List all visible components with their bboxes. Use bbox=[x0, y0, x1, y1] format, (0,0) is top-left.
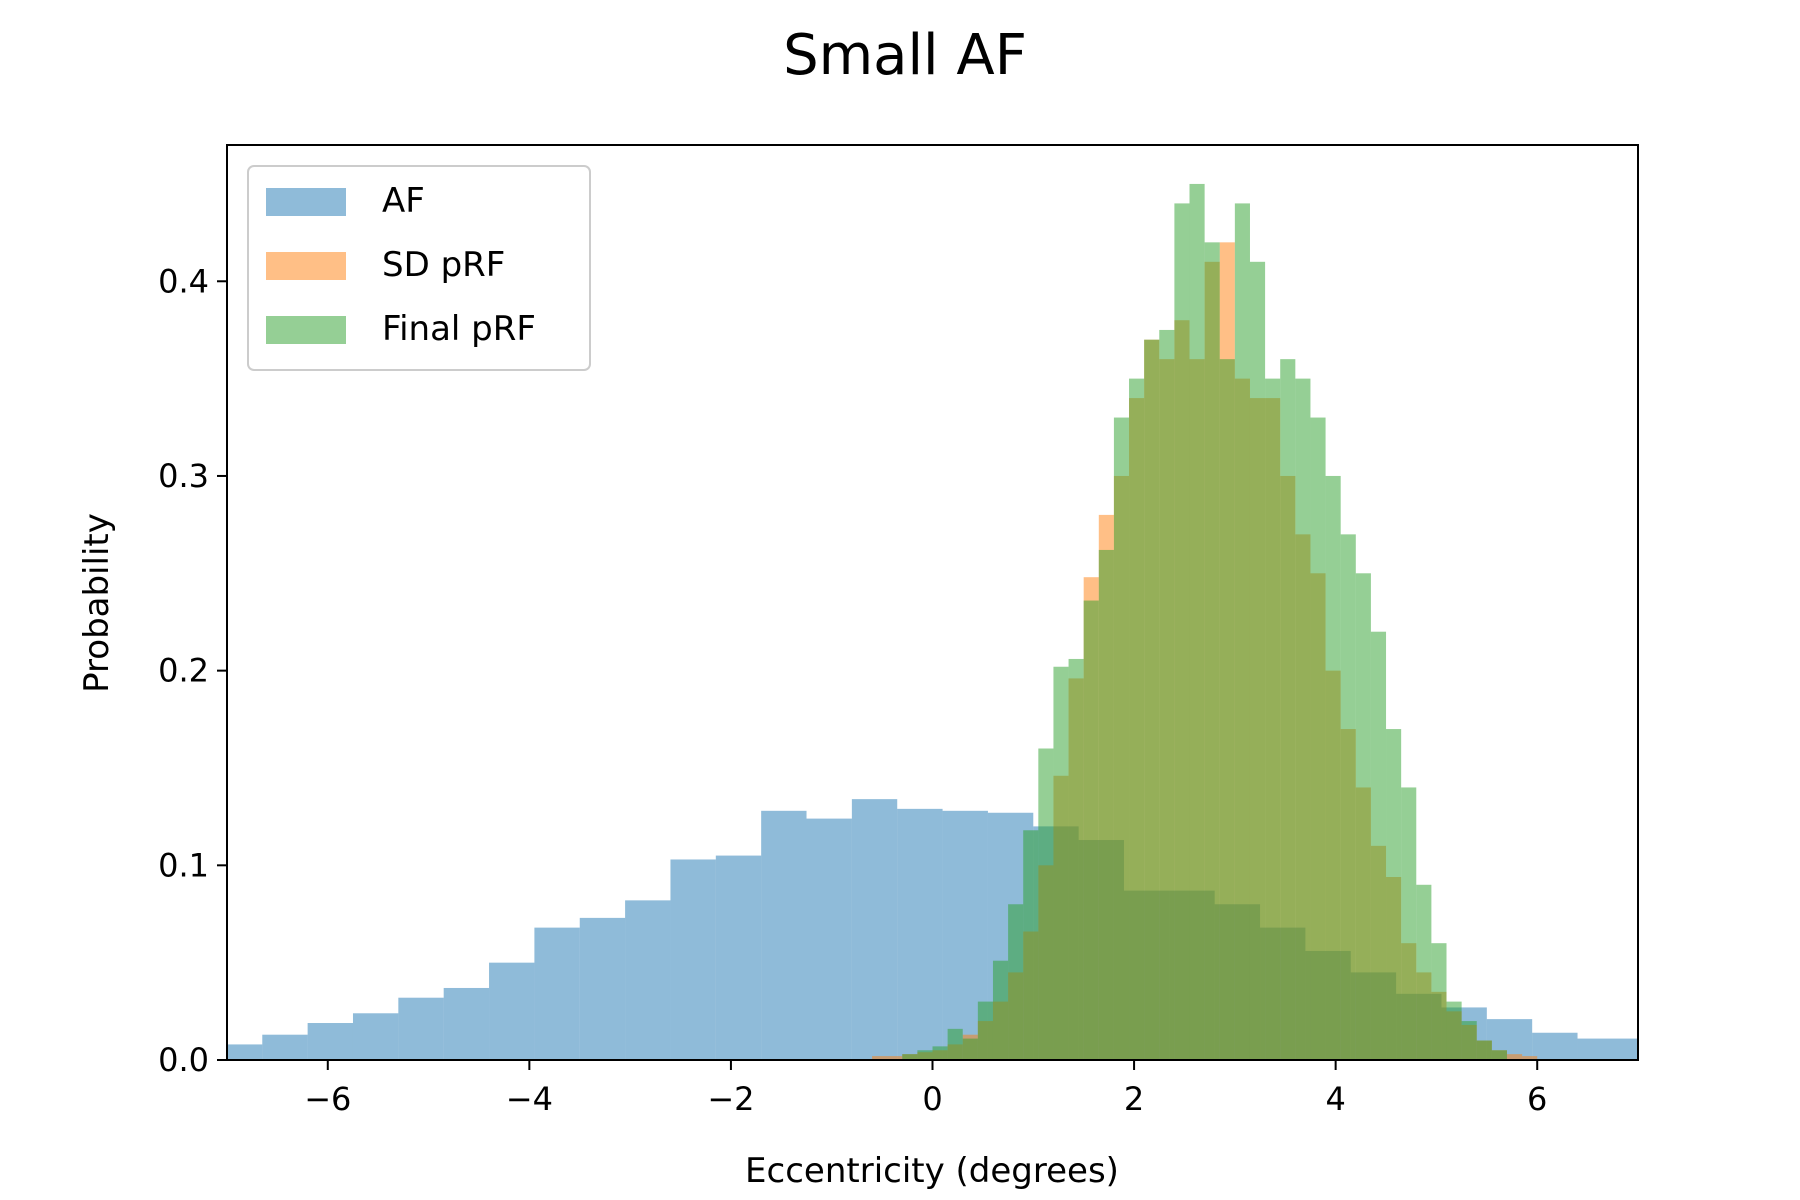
histogram-bar bbox=[489, 962, 535, 1060]
histogram-bar bbox=[1098, 549, 1114, 1060]
histogram-bar bbox=[625, 900, 671, 1060]
chart-title: Small AF bbox=[783, 23, 1027, 88]
x-axis-ticks: −6 −4 −2 0 2 4 6 bbox=[304, 1060, 1547, 1118]
y-axis-ticks: 0.0 0.1 0.2 0.3 0.4 bbox=[158, 262, 227, 1079]
histogram-bar bbox=[1083, 600, 1099, 1060]
histogram-bar bbox=[1295, 378, 1311, 1060]
histogram-bar bbox=[962, 1038, 978, 1060]
histogram-bar bbox=[1476, 1040, 1492, 1060]
histogram-bar bbox=[579, 917, 626, 1060]
y-axis-label: Probability bbox=[77, 513, 117, 693]
histogram-bar bbox=[1506, 1054, 1523, 1060]
histogram-bar bbox=[977, 1001, 993, 1060]
histogram-bar bbox=[992, 960, 1009, 1060]
legend-swatch bbox=[266, 188, 346, 216]
histogram-bar bbox=[902, 1054, 918, 1060]
histogram-bar bbox=[761, 810, 807, 1060]
histogram-bar bbox=[887, 1056, 903, 1060]
histogram-bar bbox=[1053, 666, 1069, 1060]
x-axis-label: Eccentricity (degrees) bbox=[745, 1151, 1119, 1191]
histogram-bar bbox=[1491, 1050, 1507, 1060]
histogram-bar bbox=[1310, 417, 1326, 1060]
histogram-bar bbox=[1174, 203, 1190, 1060]
histogram-bar bbox=[1431, 943, 1447, 1060]
x-tick-label: −4 bbox=[506, 1080, 553, 1118]
y-tick-label: 0.4 bbox=[158, 262, 209, 300]
histogram-bar bbox=[1386, 729, 1402, 1060]
histogram-bar bbox=[1159, 329, 1175, 1060]
histogram-bar bbox=[307, 1023, 353, 1060]
x-tick-label: −2 bbox=[707, 1080, 754, 1118]
histogram-bar bbox=[1532, 1032, 1578, 1060]
histogram-bar bbox=[534, 927, 580, 1060]
y-tick-label: 0.2 bbox=[158, 652, 209, 690]
x-tick-label: 2 bbox=[1124, 1080, 1144, 1118]
x-tick-label: 0 bbox=[922, 1080, 942, 1118]
histogram-bar bbox=[1325, 475, 1341, 1060]
histogram-bar bbox=[1038, 748, 1054, 1060]
histogram-bar bbox=[806, 818, 852, 1060]
x-tick-label: −6 bbox=[304, 1080, 351, 1118]
histogram-bar bbox=[1416, 884, 1432, 1060]
histogram-bar bbox=[1340, 534, 1356, 1060]
histogram-bar bbox=[227, 1044, 263, 1060]
histogram-bar bbox=[1219, 359, 1235, 1060]
histogram-bar bbox=[1522, 1056, 1538, 1060]
x-tick-label: 4 bbox=[1325, 1080, 1345, 1118]
histogram-bar bbox=[1129, 378, 1145, 1060]
histogram-bar bbox=[1370, 631, 1387, 1060]
histogram-bar bbox=[443, 987, 490, 1060]
y-tick-label: 0.1 bbox=[158, 846, 209, 884]
y-tick-label: 0.0 bbox=[158, 1041, 209, 1079]
histogram-bar bbox=[1446, 1001, 1462, 1060]
legend-swatch bbox=[266, 316, 346, 344]
histogram-bar bbox=[1189, 183, 1205, 1060]
histogram-bar bbox=[1265, 378, 1281, 1060]
legend-entry-label: Final pRF bbox=[382, 309, 536, 349]
legend: AF SD pRF Final pRF bbox=[247, 165, 591, 371]
histogram-bar bbox=[352, 1013, 399, 1060]
legend-entries: AF SD pRF Final pRF bbox=[266, 181, 536, 349]
legend-entry-label: SD pRF bbox=[382, 245, 505, 285]
histogram-bar bbox=[715, 855, 762, 1060]
histogram-bar bbox=[670, 859, 716, 1060]
histogram-bar bbox=[1461, 1021, 1477, 1060]
histogram-bar bbox=[1577, 1038, 1638, 1060]
histogram-bar bbox=[1401, 787, 1417, 1060]
histogram-bar bbox=[932, 1046, 948, 1060]
series-final-prf bbox=[902, 183, 1507, 1060]
histogram-bar bbox=[1144, 339, 1160, 1060]
plot-area bbox=[227, 183, 1638, 1060]
histogram-bar bbox=[872, 1056, 888, 1060]
histogram-bar bbox=[897, 808, 943, 1060]
histogram-bar bbox=[1068, 658, 1084, 1060]
x-tick-label: 6 bbox=[1527, 1080, 1547, 1118]
histogram-bar bbox=[1113, 417, 1130, 1060]
histogram-bar bbox=[917, 1050, 933, 1060]
histogram-bar bbox=[1023, 830, 1039, 1060]
histogram-bar bbox=[1355, 573, 1371, 1060]
histogram-bar bbox=[851, 799, 898, 1060]
histogram-bar bbox=[1280, 359, 1296, 1060]
legend-swatch bbox=[266, 252, 346, 280]
histogram-bar bbox=[262, 1034, 308, 1060]
legend-entry-label: AF bbox=[382, 181, 425, 221]
histogram-bar bbox=[398, 997, 444, 1060]
histogram-bar bbox=[1008, 904, 1024, 1060]
histogram-bar bbox=[1234, 203, 1250, 1060]
histogram-bar bbox=[947, 1028, 963, 1060]
histogram-bar bbox=[1249, 261, 1266, 1060]
histogram-bar bbox=[1204, 242, 1220, 1060]
y-tick-label: 0.3 bbox=[158, 457, 209, 495]
